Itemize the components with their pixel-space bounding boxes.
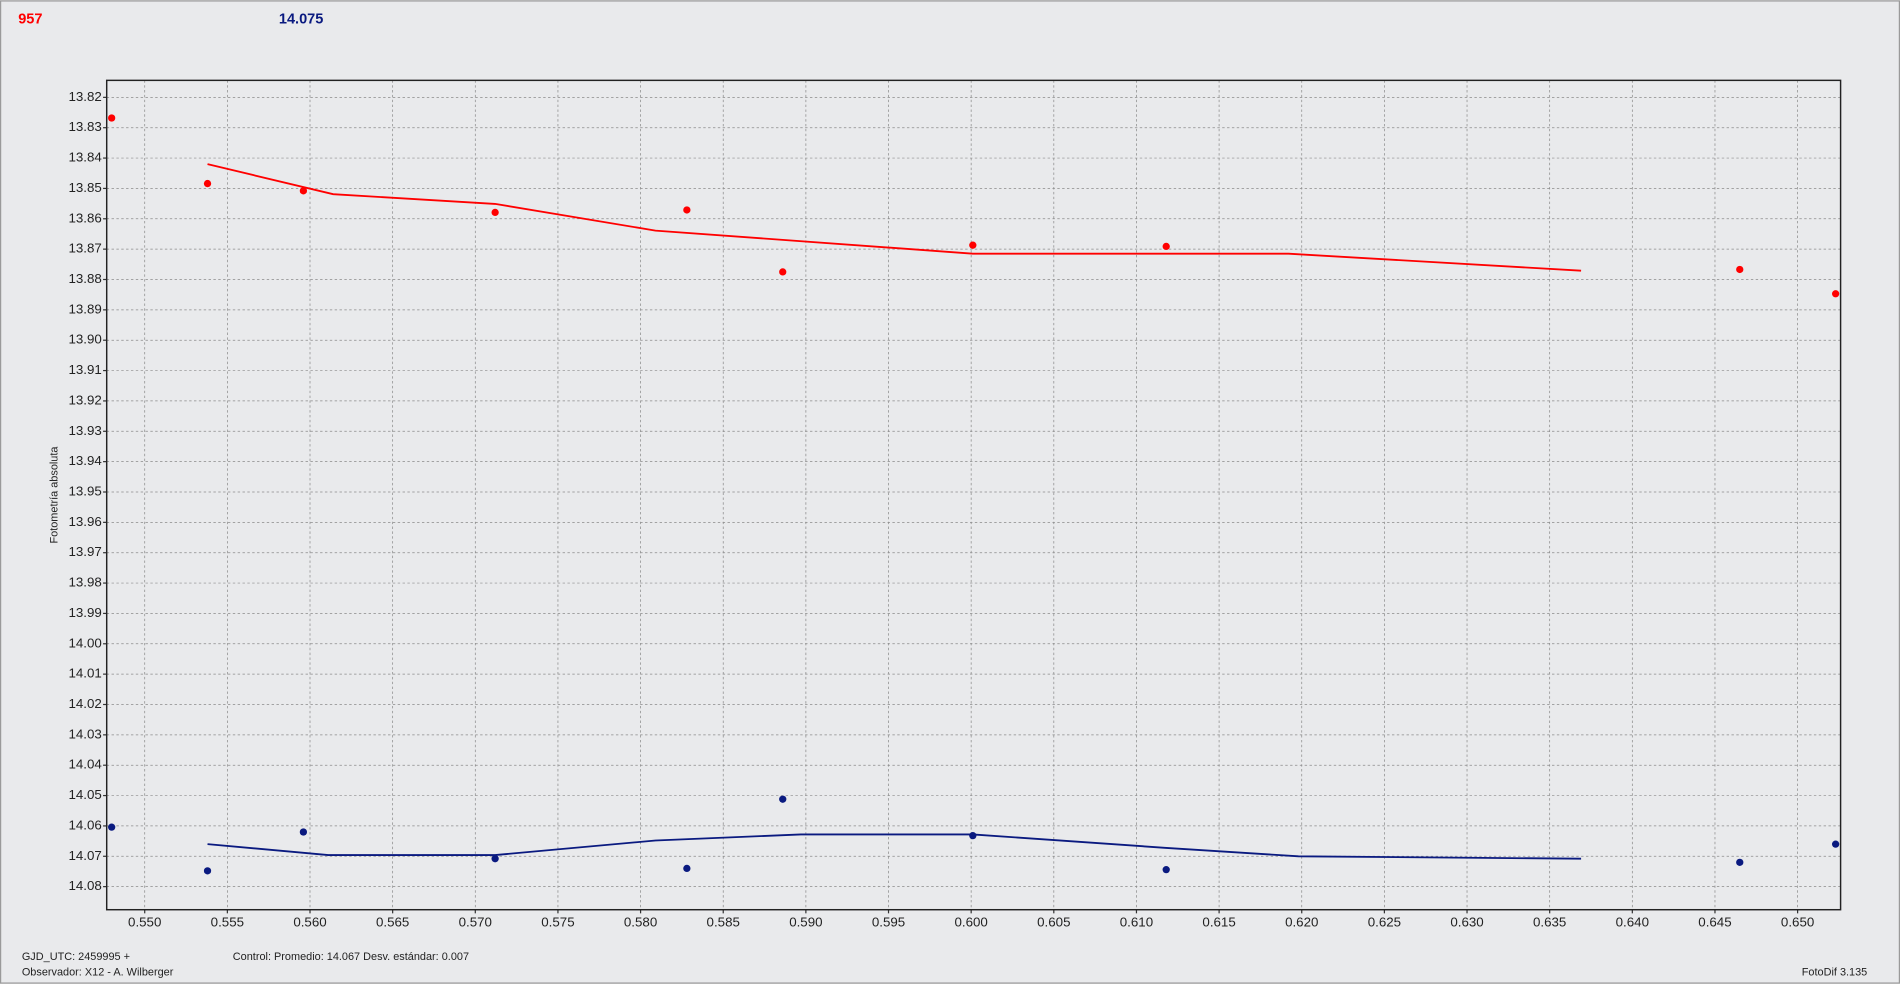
y-tick-label: 13.84 xyxy=(68,150,102,165)
data-point xyxy=(779,268,787,276)
y-tick-label: 14.02 xyxy=(68,696,101,711)
data-point xyxy=(491,208,499,217)
data-point xyxy=(299,828,308,836)
x-tick-label: 0.585 xyxy=(707,915,740,930)
y-tick-label: 13.92 xyxy=(68,392,101,407)
data-point xyxy=(203,179,212,188)
data-point xyxy=(683,206,691,214)
x-tick-label: 0.615 xyxy=(1202,915,1235,930)
x-tick-label: 0.610 xyxy=(1120,915,1153,930)
data-point xyxy=(203,867,212,875)
series-label: 957 xyxy=(18,12,42,28)
y-tick-label: 13.83 xyxy=(68,119,101,134)
x-tick-label: 0.605 xyxy=(1037,915,1070,930)
x-tick-label: 0.595 xyxy=(872,915,905,930)
y-tick-label: 13.97 xyxy=(68,544,101,559)
x-tick-label: 0.600 xyxy=(954,915,987,930)
plot-area xyxy=(106,80,1841,910)
y-tick-label: 13.86 xyxy=(68,210,101,225)
y-tick-label: 14.05 xyxy=(68,787,101,802)
data-point xyxy=(969,832,977,840)
footer-text: Observador: X12 - A. Wilberger xyxy=(22,967,174,979)
x-tick-label: 0.570 xyxy=(459,915,492,930)
x-tick-label: 0.555 xyxy=(211,915,244,930)
x-tick-label: 0.620 xyxy=(1285,915,1318,930)
x-tick-label: 0.640 xyxy=(1616,915,1649,930)
y-tick-label: 14.04 xyxy=(68,757,102,772)
data-point xyxy=(299,187,308,195)
y-tick-label: 14.08 xyxy=(68,878,101,893)
x-tick-label: 0.560 xyxy=(293,915,326,930)
x-tick-label: 0.650 xyxy=(1781,915,1814,930)
y-tick-label: 13.82 xyxy=(68,89,101,104)
fit-line xyxy=(207,833,1582,860)
y-tick-label: 14.07 xyxy=(68,848,101,863)
footer-text: Control: Promedio: 14.067 Desv. estándar… xyxy=(233,951,469,963)
data-point xyxy=(1162,866,1170,874)
plot-border xyxy=(105,79,1842,911)
y-tick-label: 14.03 xyxy=(68,726,101,741)
data-point xyxy=(683,864,691,873)
y-tick-label: 14.06 xyxy=(68,817,101,832)
x-tick-label: 0.550 xyxy=(128,915,161,930)
x-tick-label: 0.580 xyxy=(624,915,657,930)
x-tick-label: 0.630 xyxy=(1450,915,1483,930)
data-point xyxy=(108,114,116,122)
footer-text: GJD_UTC: 2459995 + xyxy=(22,951,130,963)
data-point xyxy=(108,823,116,831)
data-point xyxy=(1831,290,1840,298)
y-tick-label: 13.89 xyxy=(68,301,101,316)
y-tick-label: 13.96 xyxy=(68,514,101,529)
y-tick-label: 13.95 xyxy=(68,484,101,499)
x-tick-label: 0.635 xyxy=(1533,915,1566,930)
data-point xyxy=(491,855,499,863)
y-tick-label: 13.93 xyxy=(68,423,101,438)
y-tick-label: 13.94 xyxy=(68,453,102,468)
x-tick-label: 0.645 xyxy=(1698,915,1731,930)
y-tick-label: 13.98 xyxy=(68,575,101,590)
data-point xyxy=(1736,858,1744,866)
data-point xyxy=(779,795,787,803)
data-point xyxy=(969,241,977,249)
y-tick-label: 13.91 xyxy=(68,362,101,377)
y-tick-label: 13.85 xyxy=(68,180,101,195)
footer-text: FotoDif 3.135 xyxy=(1802,967,1867,979)
y-tick-label: 13.99 xyxy=(68,605,101,620)
y-tick-label: 13.88 xyxy=(68,271,101,286)
data-point xyxy=(1736,265,1744,274)
y-axis-label: Fotometría absoluta xyxy=(48,446,60,544)
y-tick-label: 13.87 xyxy=(68,241,101,256)
x-tick-label: 0.625 xyxy=(1368,915,1401,930)
x-tick-label: 0.590 xyxy=(789,915,822,930)
data-point xyxy=(1162,242,1170,251)
y-tick-label: 13.90 xyxy=(68,332,101,347)
x-tick-label: 0.565 xyxy=(376,915,409,930)
x-tick-label: 0.575 xyxy=(541,915,574,930)
y-tick-label: 14.01 xyxy=(68,666,101,681)
fit-line xyxy=(207,163,1582,272)
series-label: 14.075 xyxy=(279,12,324,28)
y-tick-label: 14.00 xyxy=(68,635,101,650)
data-point xyxy=(1831,840,1840,848)
